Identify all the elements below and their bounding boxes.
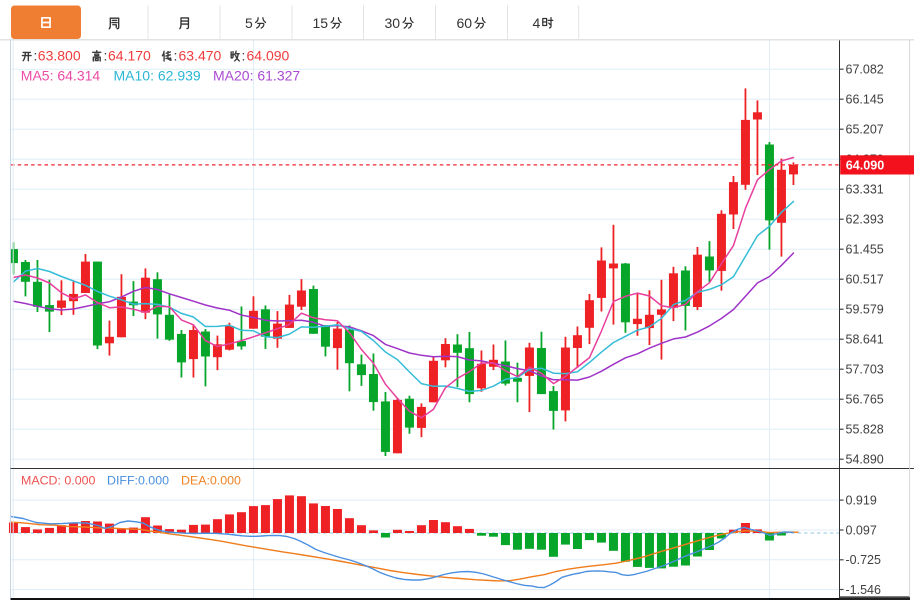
svg-text:0.097: 0.097 bbox=[846, 523, 877, 537]
svg-text:64.090: 64.090 bbox=[247, 48, 290, 64]
svg-text:54.890: 54.890 bbox=[846, 453, 884, 467]
svg-text:55.828: 55.828 bbox=[846, 423, 884, 437]
svg-text::: : bbox=[174, 48, 178, 64]
svg-text:-0.725: -0.725 bbox=[846, 553, 881, 567]
svg-text:62.393: 62.393 bbox=[846, 213, 884, 227]
svg-text:66.145: 66.145 bbox=[846, 93, 884, 107]
svg-text::: : bbox=[242, 48, 246, 64]
svg-text:59.579: 59.579 bbox=[846, 303, 884, 317]
svg-text:61.455: 61.455 bbox=[846, 243, 884, 257]
svg-text:MA20: 61.327: MA20: 61.327 bbox=[213, 68, 300, 84]
svg-text:65.207: 65.207 bbox=[846, 123, 884, 137]
svg-text:30: 30 bbox=[385, 15, 401, 31]
svg-text:15: 15 bbox=[313, 15, 329, 31]
svg-text:DEA:0.000: DEA:0.000 bbox=[181, 474, 241, 488]
svg-text:5: 5 bbox=[245, 15, 253, 31]
svg-text:DIFF:0.000: DIFF:0.000 bbox=[107, 474, 169, 488]
svg-text:MA5: 64.314: MA5: 64.314 bbox=[21, 68, 101, 84]
svg-text:64.170: 64.170 bbox=[108, 48, 151, 64]
svg-text:57.703: 57.703 bbox=[846, 363, 884, 377]
svg-text:58.641: 58.641 bbox=[846, 333, 884, 347]
svg-text:56.765: 56.765 bbox=[846, 393, 884, 407]
svg-text:60: 60 bbox=[457, 15, 473, 31]
svg-text:-1.546: -1.546 bbox=[846, 583, 881, 597]
svg-text:63.331: 63.331 bbox=[846, 183, 884, 197]
svg-text:63.470: 63.470 bbox=[179, 48, 222, 64]
svg-text:60.517: 60.517 bbox=[846, 273, 884, 287]
svg-text:MACD: 0.000: MACD: 0.000 bbox=[21, 474, 95, 488]
svg-text::: : bbox=[104, 48, 108, 64]
svg-text:63.800: 63.800 bbox=[38, 48, 81, 64]
svg-text:4: 4 bbox=[533, 15, 541, 31]
svg-text:64.090: 64.090 bbox=[846, 159, 885, 173]
svg-text:67.082: 67.082 bbox=[846, 63, 884, 77]
svg-text:MA10: 62.939: MA10: 62.939 bbox=[114, 68, 201, 84]
svg-text:0.919: 0.919 bbox=[846, 494, 877, 508]
svg-text::: : bbox=[34, 48, 38, 64]
